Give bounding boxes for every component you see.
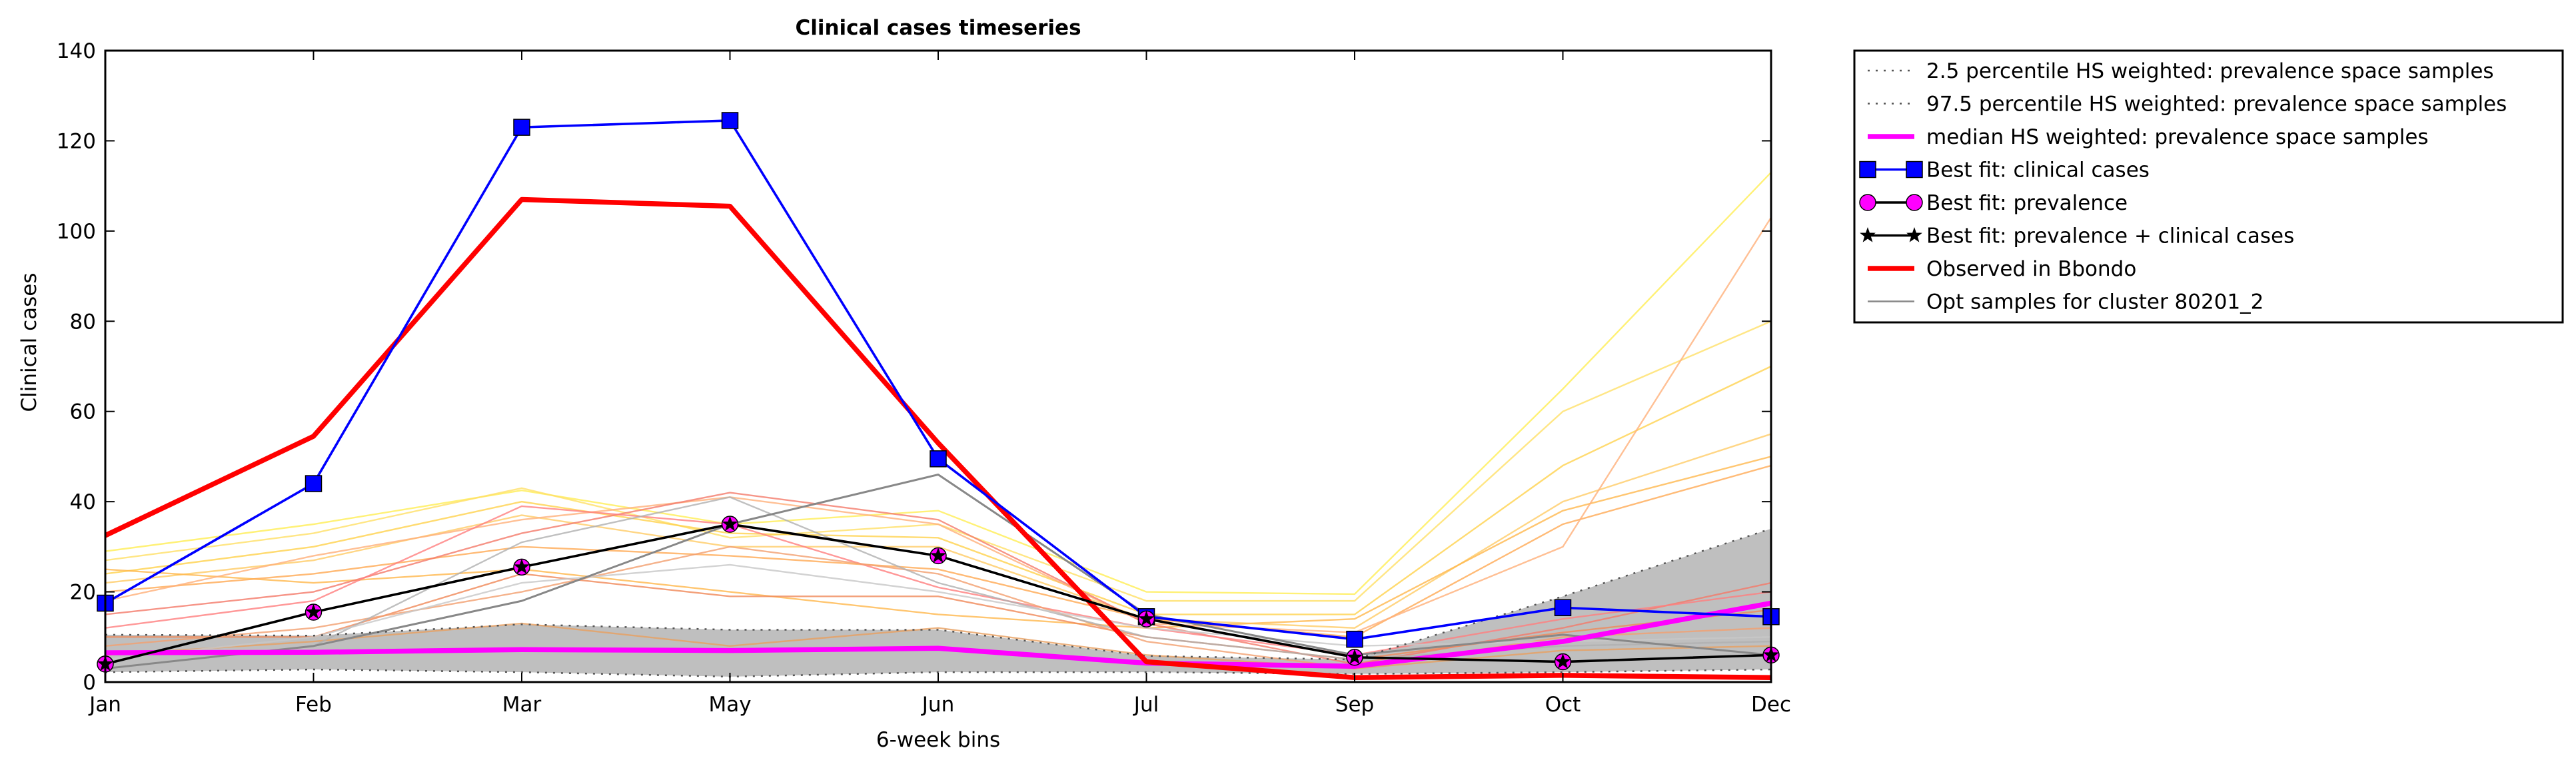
best-fit-combined-marker-sep <box>1347 649 1363 664</box>
legend-label-7: Observed in Bbondo <box>1926 257 2136 281</box>
y-tick-label-120: 120 <box>57 129 96 153</box>
legend-circle-marker-2 <box>1906 194 1923 211</box>
opt-sample-cluster-line <box>105 474 1772 670</box>
legend-circle-marker-1 <box>1859 194 1876 211</box>
best-fit-clinical-marker-feb <box>305 475 322 492</box>
legend-square-marker-2 <box>1906 161 1923 179</box>
y-tick-label-60: 60 <box>70 400 96 424</box>
legend-label-4: Best fit: clinical cases <box>1926 159 2150 183</box>
y-tick-label-40: 40 <box>70 490 96 514</box>
percentile-2-5-line <box>105 668 1772 678</box>
sample-line-5 <box>105 456 1771 629</box>
x-tick-label-sep: Sep <box>1335 693 1374 717</box>
best-fit-combined-marker-oct <box>1555 653 1571 669</box>
legend-item-3: median HS weighted: prevalence space sam… <box>1868 125 2429 149</box>
legend-label-1: 2.5 percentile HS weighted: prevalence s… <box>1926 59 2494 83</box>
sample-line-9 <box>105 505 1771 656</box>
y-tick-label-0: 0 <box>83 671 96 695</box>
sample-line-4 <box>105 433 1771 629</box>
legend-label-2: 97.5 percentile HS weighted: prevalence … <box>1926 93 2507 117</box>
sample-line-12 <box>105 622 1771 669</box>
y-tick-label-80: 80 <box>70 310 96 334</box>
legend-item-4: Best fit: clinical cases <box>1859 159 2150 183</box>
sample-line-6 <box>105 464 1771 638</box>
legend-label-3: median HS weighted: prevalence space sam… <box>1926 125 2429 149</box>
y-axis-label: Clinical cases <box>17 272 41 412</box>
sample-line-7 <box>105 216 1771 633</box>
legend-square-marker-1 <box>1859 161 1876 179</box>
best-fit-combined-marker-feb <box>305 603 322 619</box>
legend: 2.5 percentile HS weighted: prevalence s… <box>1853 49 2564 324</box>
x-tick-label-jun: Jun <box>921 693 954 717</box>
x-tick-label-oct: Oct <box>1545 693 1581 717</box>
legend-label-5: Best fit: prevalence <box>1926 191 2128 215</box>
best-fit-clinical-marker-oct <box>1554 599 1572 617</box>
best-fit-clinical-marker-may <box>721 112 739 129</box>
legend-box <box>1853 49 2564 324</box>
x-tick-label-jul: Jul <box>1133 693 1159 717</box>
axes-layer: 0 20 40 60 80 100 120 140 Jan Feb Mar May Jun Jul Sep O… <box>57 39 1791 717</box>
y-tick-label-140: 140 <box>57 39 96 63</box>
best-fit-combined-marker-jul <box>1138 610 1155 626</box>
percentile-97-5-line <box>105 528 1772 661</box>
x-tick-label-may: May <box>708 693 751 717</box>
legend-item-6: Best fit: prevalence + clinical cases <box>1860 224 2294 248</box>
best-fit-combined-marker-mar <box>514 558 530 574</box>
x-tick-label-mar: Mar <box>502 693 542 717</box>
chart-title: Clinical cases timeseries <box>795 16 1081 40</box>
legend-item-7: Observed in Bbondo <box>1868 257 2136 281</box>
sample-line-14 <box>105 564 1771 661</box>
legend-label-6: Best fit: prevalence + clinical cases <box>1926 224 2294 248</box>
y-tick-label-100: 100 <box>57 220 96 244</box>
x-axis-label: 6-week bins <box>876 728 1000 752</box>
sample-line-1 <box>105 171 1771 595</box>
percentile-band-fill <box>105 528 1771 677</box>
legend-star-marker-1 <box>1860 226 1876 242</box>
median-line <box>105 600 1772 669</box>
best-fit-combined-marker-may <box>722 516 738 532</box>
legend-item-2: 97.5 percentile HS weighted: prevalence … <box>1868 93 2507 117</box>
sample-line-3 <box>105 365 1771 615</box>
y-tick-label-20: 20 <box>70 581 96 605</box>
x-tick-label-feb: Feb <box>295 693 332 717</box>
legend-item-1: 2.5 percentile HS weighted: prevalence s… <box>1868 59 2494 83</box>
legend-star-marker-2 <box>1906 226 1922 242</box>
best-fit-combined-marker-jun <box>930 547 946 563</box>
legend-item-5: Best fit: prevalence <box>1859 191 2128 215</box>
observed-bbondo-line <box>104 196 1772 680</box>
best-fit-clinical-marker-jun <box>930 450 947 468</box>
legend-item-8: Opt samples for cluster 80201_2 <box>1868 290 2263 314</box>
percentile-band-layer <box>105 528 1771 677</box>
best-fit-clinical-marker-sep <box>1346 630 1363 648</box>
x-tick-label-jan: Jan <box>88 693 121 717</box>
series-layer <box>97 112 1780 680</box>
sample-lines-layer <box>105 171 1771 669</box>
sample-line-8 <box>105 492 1771 665</box>
legend-label-8: Opt samples for cluster 80201_2 <box>1926 290 2263 314</box>
x-tick-label-dec: Dec <box>1751 693 1791 717</box>
best-fit-clinical-marker-mar <box>513 119 530 136</box>
